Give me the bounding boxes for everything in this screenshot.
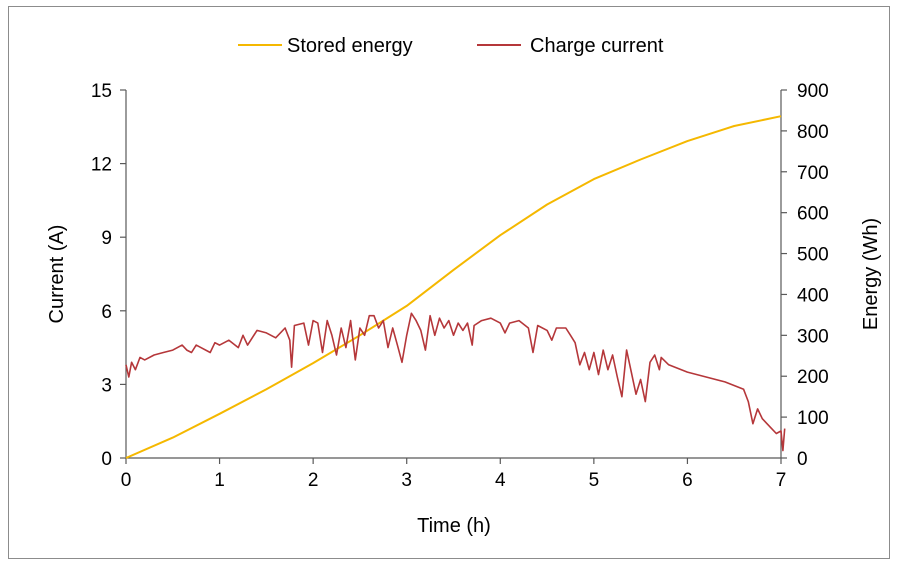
- chart-frame: [8, 6, 890, 559]
- legend: Stored energy Charge current: [238, 35, 664, 57]
- y-right-tick-label: 100: [797, 408, 829, 429]
- legend-label-stored-energy: Stored energy: [287, 35, 413, 57]
- y-right-tick-label: 200: [797, 367, 829, 388]
- x-tick-label: 5: [589, 470, 600, 491]
- y-left-tick-label: 9: [101, 228, 112, 249]
- series-line-charge-current: [125, 312, 786, 452]
- x-tick-label: 0: [121, 470, 132, 491]
- y-right-tick-label: 900: [797, 81, 829, 102]
- y-right-tick-label: 400: [797, 285, 829, 306]
- x-tick-label: 4: [495, 470, 506, 491]
- y-right-tick-label: 0: [797, 449, 808, 470]
- y-right-tick-label: 700: [797, 163, 829, 184]
- legend-label-charge-current: Charge current: [530, 35, 664, 57]
- y-left-tick-label: 3: [101, 375, 112, 396]
- y-axis-left-title: Current (A): [46, 225, 68, 324]
- y-left-tick-label: 15: [91, 81, 112, 102]
- x-axis-title: Time (h): [417, 515, 491, 537]
- series-layer: [125, 115, 786, 459]
- series-line-stored-energy: [125, 115, 782, 459]
- y-left-tick-label: 0: [101, 449, 112, 470]
- y-axis-right-title: Energy (Wh): [860, 218, 882, 330]
- x-tick-label: 2: [308, 470, 319, 491]
- x-tick-label: 7: [776, 470, 787, 491]
- y-left-tick-label: 12: [91, 155, 112, 176]
- x-tick-label: 1: [214, 470, 225, 491]
- y-right-tick-label: 500: [797, 245, 829, 266]
- y-right-tick-label: 300: [797, 326, 829, 347]
- y-right-tick-label: 800: [797, 122, 829, 143]
- axes: [125, 90, 782, 459]
- y-right-tick-label: 600: [797, 204, 829, 225]
- y-left-tick-label: 6: [101, 302, 112, 323]
- x-tick-label: 6: [682, 470, 693, 491]
- ticks: 0 1 2 3 4 5 6 703691215010020030040050060070080…: [91, 81, 829, 491]
- x-tick-label: 3: [401, 470, 412, 491]
